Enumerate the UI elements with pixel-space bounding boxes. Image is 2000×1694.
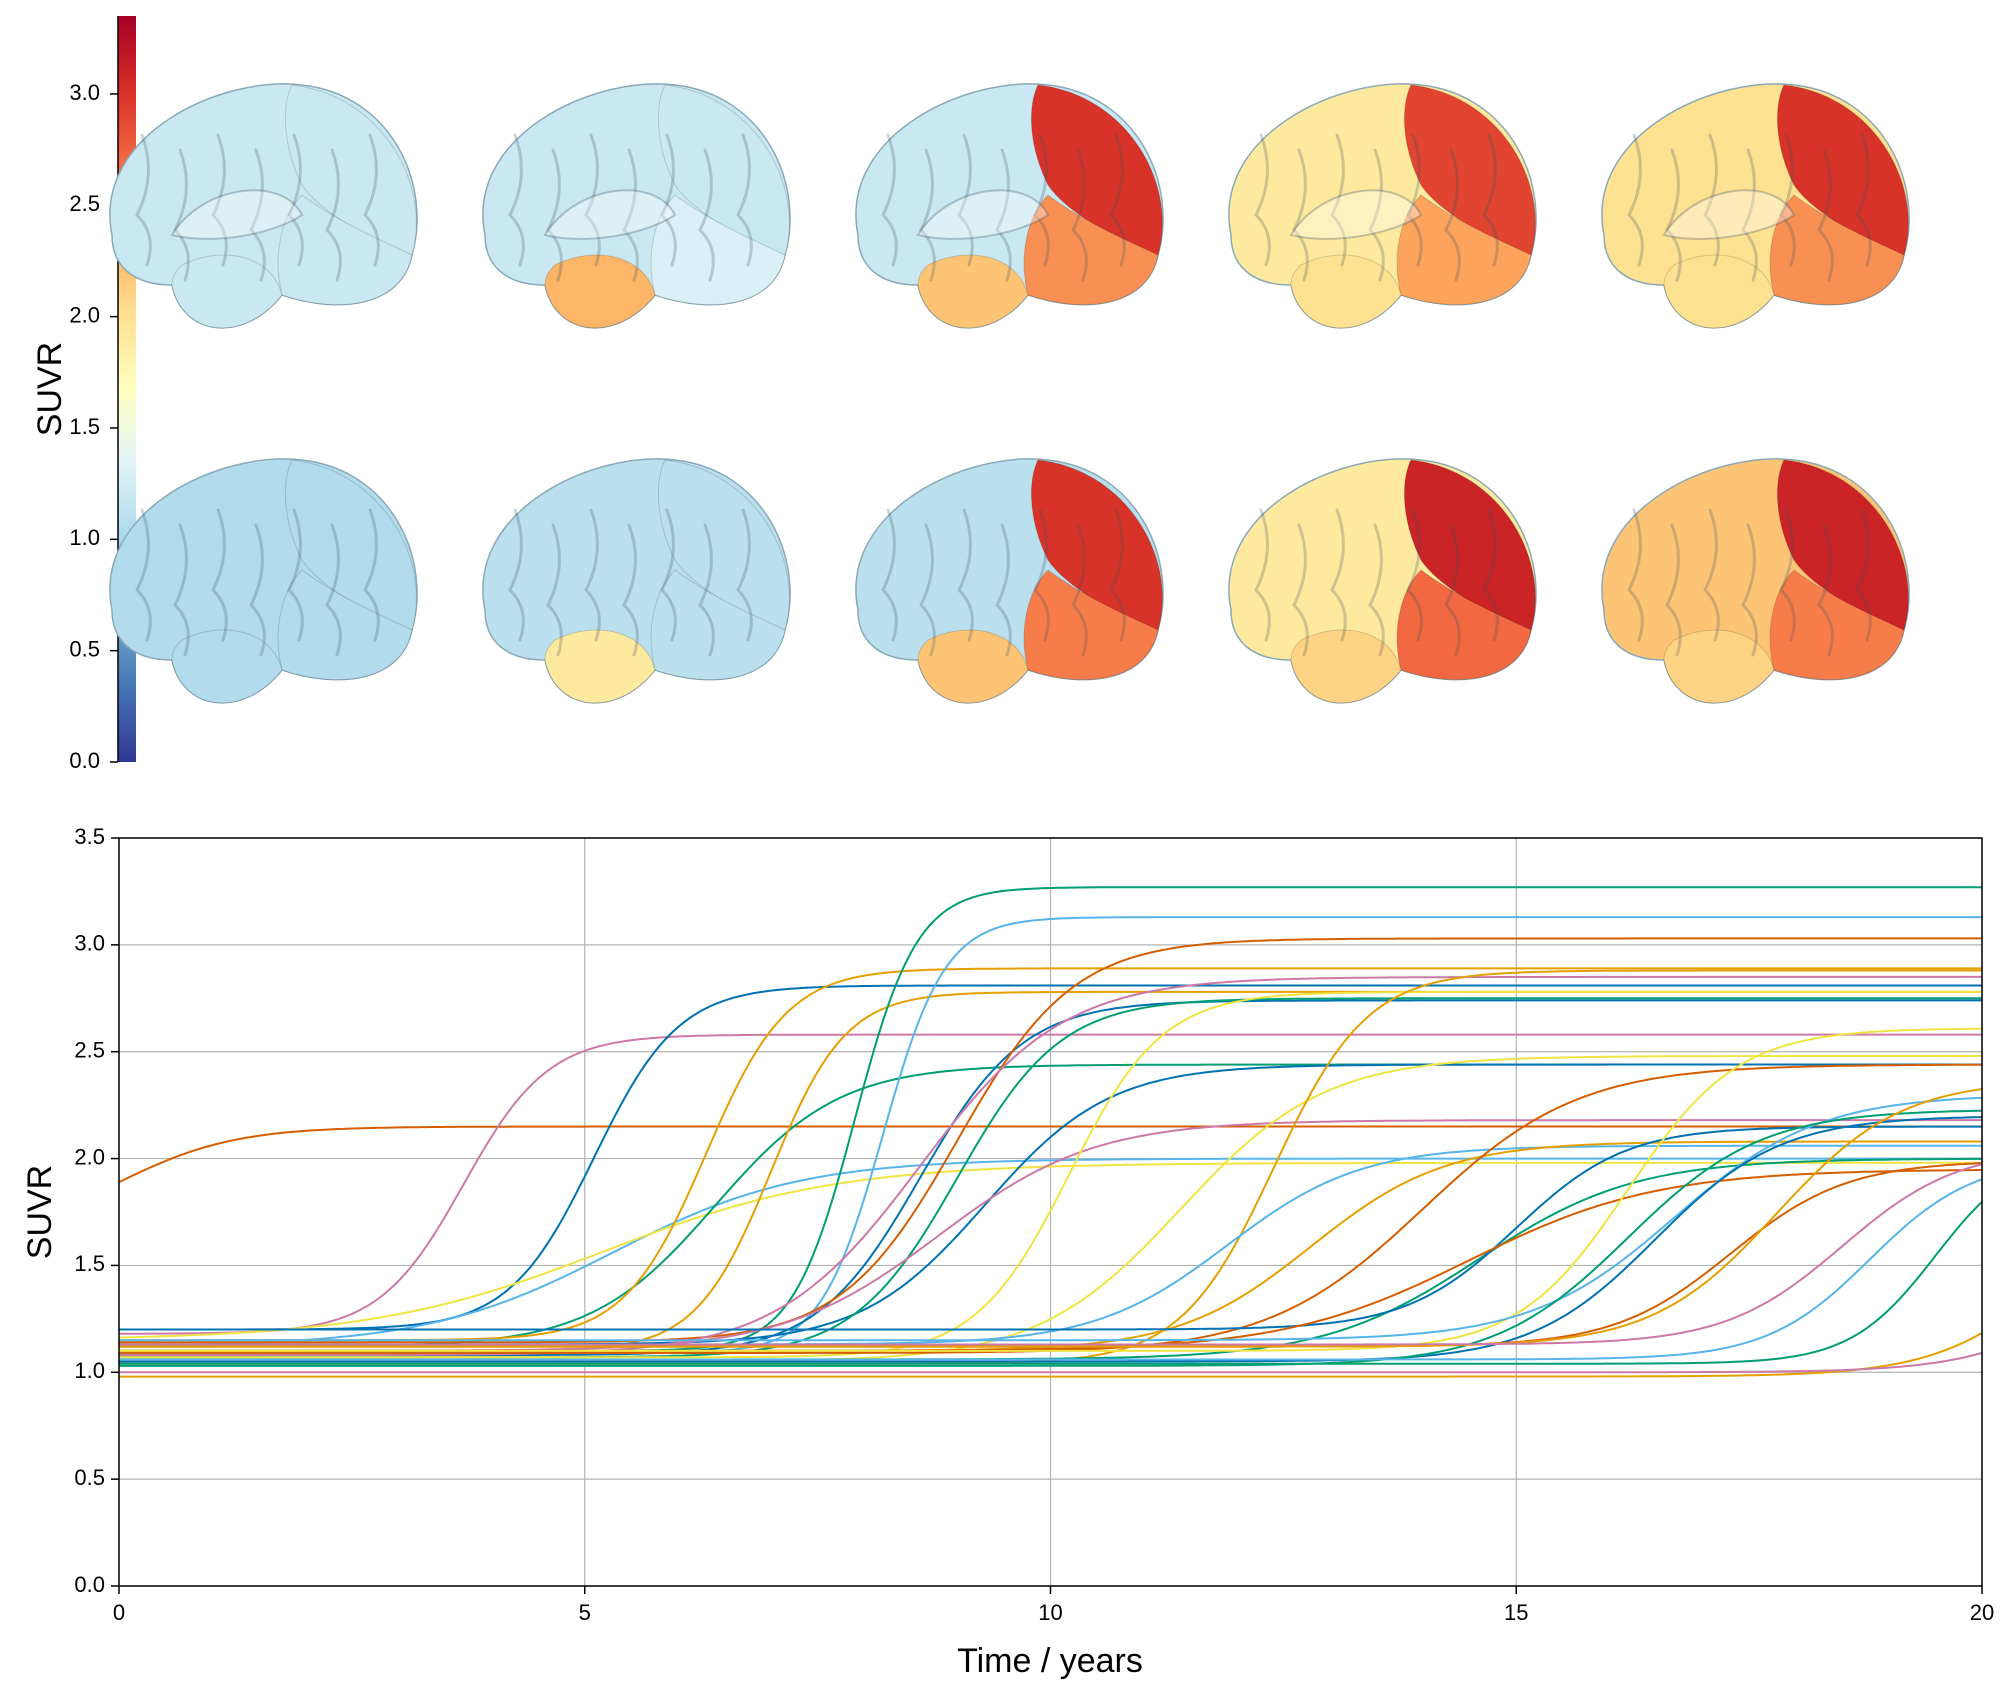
series-line (119, 1201, 1983, 1365)
colorbar-tick-label: 2.0 (69, 302, 100, 327)
series-line (119, 1033, 1982, 1335)
colorbar-tick-label: 1.0 (69, 525, 100, 550)
colorbar: 0.0 0.5 1.0 1.5 2.0 2.5 3.0 SUVR (31, 16, 136, 773)
series-line (119, 1088, 1983, 1348)
y-tick-label: 0.5 (74, 1465, 105, 1490)
series-line (119, 990, 1982, 1359)
series-line (119, 1027, 1983, 1352)
colorbar-tick-label: 1.5 (69, 414, 100, 439)
brain-medial-stage-1 (109, 83, 418, 329)
series-line (119, 1125, 1982, 1331)
y-tick-label: 1.0 (74, 1358, 105, 1383)
x-tick-label: 10 (1038, 1600, 1062, 1625)
y-tick-label: 1.5 (74, 1251, 105, 1276)
colorbar-label: SUVR (31, 342, 69, 436)
series-line (119, 1157, 1982, 1347)
colorbar-ticks: 0.0 0.5 1.0 1.5 2.0 2.5 3.0 (69, 80, 118, 773)
brain-lateral-stage-5 (1601, 458, 1910, 704)
brain-medial-stage-4 (1228, 83, 1537, 329)
suvr-time-chart: 0 5 10 15 20 0.0 0.5 1.0 1.5 2.0 2.5 3.0 3.5 Time /… (21, 824, 1994, 1680)
x-axis-label: Time / years (957, 1642, 1143, 1680)
series-line (118, 1161, 1982, 1339)
colorbar-tick-label: 2.5 (69, 191, 100, 216)
series-line (118, 1125, 1982, 1184)
series-line (119, 1351, 1983, 1374)
brain-medial-stage-2 (482, 83, 791, 329)
x-axis-ticks: 0 5 10 15 20 (113, 1586, 1994, 1625)
series-lines (118, 886, 1983, 1378)
series-line (119, 1178, 1983, 1361)
y-axis-ticks: 0.0 0.5 1.0 1.5 2.0 2.5 3.0 3.5 (74, 824, 119, 1597)
series-line (119, 975, 1982, 1357)
colorbar-tick-label: 0.5 (69, 636, 100, 661)
y-tick-label: 0.0 (74, 1572, 105, 1597)
series-line (119, 1116, 1983, 1363)
y-axis-label: SUVR (21, 1165, 59, 1259)
brain-lateral-stage-1 (109, 458, 418, 704)
y-tick-label: 2.0 (74, 1144, 105, 1169)
colorbar-tick-label: 3.0 (69, 80, 100, 105)
x-tick-label: 15 (1504, 1600, 1528, 1625)
brain-lateral-stage-3 (855, 458, 1164, 704)
brain-lateral-stage-2 (482, 458, 791, 704)
y-tick-label: 3.0 (74, 931, 105, 956)
brain-medial-stage-5 (1601, 83, 1910, 329)
y-tick-label: 2.5 (74, 1038, 105, 1063)
x-tick-label: 5 (579, 1600, 591, 1625)
x-tick-label: 20 (1970, 1600, 1994, 1625)
series-line (119, 1163, 1983, 1346)
colorbar-tick-label: 0.0 (69, 748, 100, 773)
series-line (119, 1096, 1983, 1342)
series-line (119, 1332, 1983, 1378)
brain-medial-stage-3 (855, 83, 1164, 329)
brain-renderings (109, 83, 1910, 704)
brain-lateral-stage-4 (1228, 458, 1537, 704)
y-tick-label: 3.5 (74, 824, 105, 849)
series-line (119, 937, 1982, 1344)
series-line (119, 1109, 1983, 1367)
x-tick-label: 0 (113, 1600, 125, 1625)
